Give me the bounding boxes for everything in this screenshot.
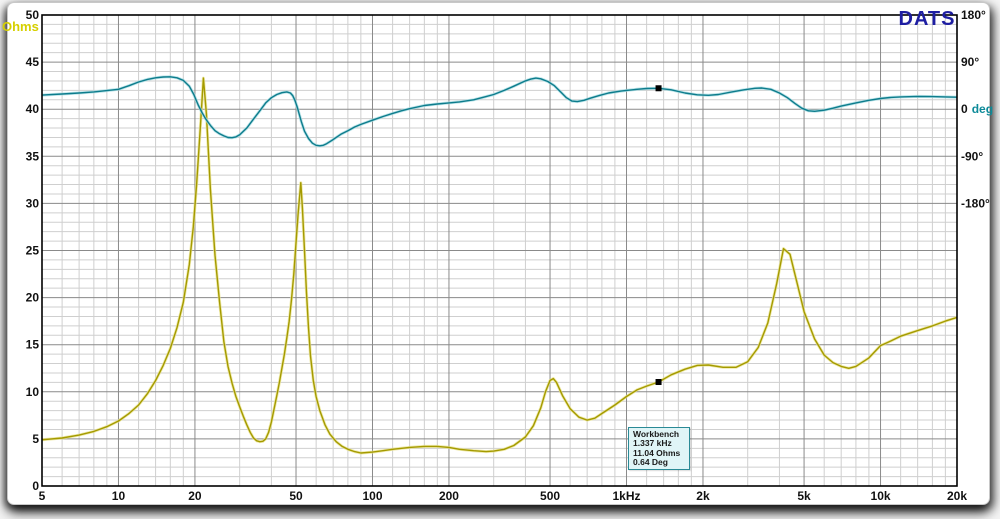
cursor-readout-box: Workbench 1.337 kHz 11.04 Ohms 0.64 Deg	[628, 427, 690, 471]
svg-text:40: 40	[26, 102, 40, 116]
readout-phase: 0.64 Deg	[633, 456, 668, 467]
svg-text:200: 200	[439, 489, 459, 503]
svg-text:30: 30	[26, 196, 40, 210]
svg-text:2k: 2k	[696, 489, 710, 503]
svg-text:-90°: -90°	[961, 149, 983, 163]
svg-text:500: 500	[540, 489, 560, 503]
svg-text:20: 20	[188, 489, 202, 503]
cursor-marker-phase[interactable]	[655, 85, 662, 92]
left-axis-labels: 0 5 10 15 20 25 30 35 40 45 50	[26, 8, 40, 493]
right-axis-labels: 180° 90° 0 deg -90° -180°	[961, 8, 993, 210]
svg-text:15: 15	[26, 338, 40, 352]
readout-frequency: 1.337 kHz	[633, 438, 672, 449]
svg-text:-180°: -180°	[961, 196, 990, 210]
svg-text:5: 5	[39, 489, 46, 503]
svg-text:10k: 10k	[871, 489, 891, 503]
svg-text:50: 50	[289, 489, 303, 503]
phase-curve	[41, 75, 958, 148]
svg-text:50: 50	[26, 8, 40, 22]
readout-name: Workbench	[633, 429, 680, 439]
svg-text:10: 10	[26, 385, 40, 399]
svg-text:20: 20	[26, 291, 40, 305]
svg-text:1kHz: 1kHz	[613, 489, 641, 503]
readout-impedance: 11.04 Ohms	[633, 447, 681, 458]
svg-text:180°: 180°	[961, 8, 986, 22]
app-title: DATS	[898, 8, 956, 30]
svg-text:5: 5	[32, 432, 39, 446]
impedance-curve	[41, 76, 958, 455]
svg-text:0: 0	[32, 479, 39, 493]
plot-border	[41, 14, 958, 487]
svg-text:5k: 5k	[797, 489, 811, 503]
svg-text:25: 25	[26, 244, 40, 258]
svg-text:20k: 20k	[947, 489, 967, 503]
ohms-axis-label: Ohms	[2, 19, 39, 34]
svg-text:10: 10	[112, 489, 126, 503]
cursor-marker-impedance[interactable]	[655, 379, 662, 386]
svg-text:35: 35	[26, 149, 40, 163]
svg-text:45: 45	[26, 55, 40, 69]
svg-text:100: 100	[362, 489, 382, 503]
x-axis-labels: 5 10 20 50 100 200 500 1kHz 2k 5k 10k 20k	[39, 489, 968, 503]
svg-text:90°: 90°	[961, 55, 979, 69]
